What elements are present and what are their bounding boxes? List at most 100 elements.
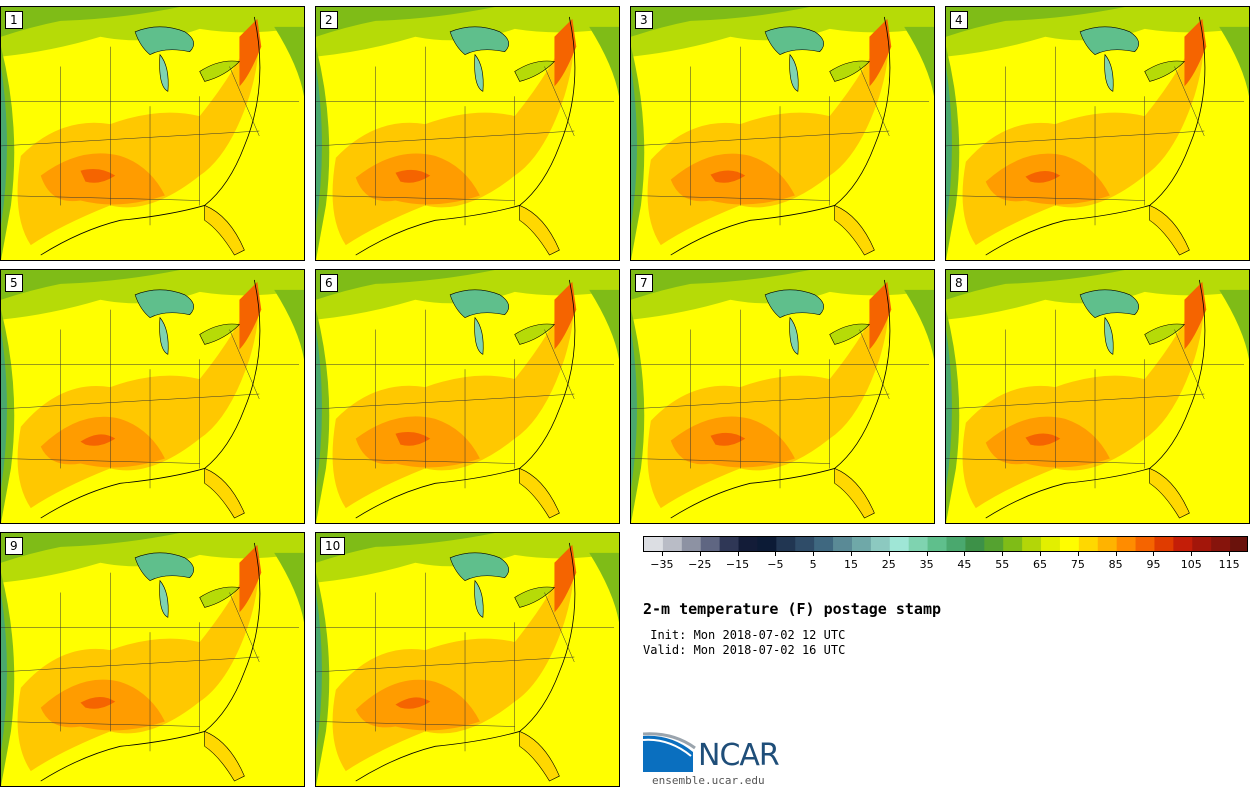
colorbar-tick-label: 5 <box>809 558 817 571</box>
colorbar-swatch <box>1211 537 1231 551</box>
colorbar-swatch <box>814 537 834 551</box>
colorbar-tick <box>1077 552 1079 556</box>
colorbar-tick-label: −35 <box>650 558 674 571</box>
colorbar-swatch <box>1041 537 1061 551</box>
colorbar-swatch <box>1022 537 1042 551</box>
member-label: 4 <box>950 11 968 29</box>
colorbar-tick <box>850 552 852 556</box>
colorbar-swatch <box>1097 537 1118 551</box>
colorbar-swatch <box>776 537 796 551</box>
map-panel-3: 3 <box>630 6 935 261</box>
colorbar-swatch <box>738 537 758 551</box>
colorbar-tick <box>1229 552 1231 556</box>
colorbar-swatch <box>719 537 740 551</box>
colorbar-tick-label: −5 <box>767 558 784 571</box>
colorbar-tick-label: 115 <box>1218 558 1240 571</box>
colorbar-swatch <box>644 537 664 551</box>
member-label: 6 <box>320 274 338 292</box>
temperature-map <box>1 7 304 260</box>
colorbar-tick-label: 15 <box>843 558 858 571</box>
colorbar-swatch <box>870 537 891 551</box>
colorbar-swatch <box>946 537 966 551</box>
colorbar-swatch <box>908 537 929 551</box>
colorbar-tick-label: −25 <box>688 558 712 571</box>
member-label: 10 <box>320 537 346 555</box>
map-panel-4: 4 <box>945 6 1250 261</box>
colorbar-swatch <box>965 537 985 551</box>
map-panel-5: 5 <box>0 269 305 524</box>
colorbar-tick-label: 25 <box>881 558 896 571</box>
colorbar <box>643 536 1248 552</box>
map-panel-8: 8 <box>945 269 1250 524</box>
colorbar-tick <box>926 552 928 556</box>
colorbar-swatch <box>1116 537 1137 551</box>
map-panel-6: 6 <box>315 269 620 524</box>
init-time: Init: Mon 2018-07-02 12 UTC <box>643 628 846 642</box>
colorbar-swatch <box>1192 537 1212 551</box>
colorbar-tick <box>813 552 815 556</box>
colorbar-tick <box>661 552 663 556</box>
colorbar-tick <box>1153 552 1155 556</box>
chart-title: 2-m temperature (F) postage stamp <box>643 600 942 618</box>
colorbar-tick <box>699 552 701 556</box>
colorbar-tick <box>888 552 890 556</box>
temperature-map <box>946 270 1249 523</box>
member-label: 9 <box>5 537 23 555</box>
temperature-map <box>316 7 619 260</box>
colorbar-tick <box>775 552 777 556</box>
member-label: 1 <box>5 11 23 29</box>
colorbar-swatch <box>833 537 853 551</box>
colorbar-tick-label: 35 <box>919 558 934 571</box>
colorbar-swatch <box>984 537 1004 551</box>
colorbar-swatch <box>1230 537 1247 551</box>
map-panel-1: 1 <box>0 6 305 261</box>
colorbar-tick-label: 55 <box>995 558 1010 571</box>
colorbar-swatch <box>700 537 721 551</box>
member-label: 8 <box>950 274 968 292</box>
colorbar-tick-label: 105 <box>1180 558 1202 571</box>
logo-url: ensemble.ucar.edu <box>652 774 765 787</box>
member-label: 5 <box>5 274 23 292</box>
colorbar-tick <box>1191 552 1193 556</box>
colorbar-swatch <box>662 537 683 551</box>
map-panel-10: 10 <box>315 532 620 787</box>
colorbar-swatch <box>681 537 702 551</box>
colorbar-swatch <box>757 537 777 551</box>
map-panel-9: 9 <box>0 532 305 787</box>
colorbar-swatch <box>1154 537 1174 551</box>
ncar-logo-icon <box>643 732 696 772</box>
colorbar-swatch <box>1135 537 1155 551</box>
colorbar-tick-label: 85 <box>1108 558 1123 571</box>
colorbar-tick <box>1115 552 1117 556</box>
colorbar-tick-label: 45 <box>957 558 972 571</box>
temperature-map <box>1 270 304 523</box>
colorbar-tick-label: 75 <box>1070 558 1085 571</box>
temperature-map <box>316 270 619 523</box>
colorbar-tick-label: 65 <box>1033 558 1048 571</box>
colorbar-tick-label: 95 <box>1146 558 1161 571</box>
member-label: 7 <box>635 274 653 292</box>
colorbar-swatch <box>1078 537 1099 551</box>
map-panel-2: 2 <box>315 6 620 261</box>
map-panel-7: 7 <box>630 269 935 524</box>
valid-time: Valid: Mon 2018-07-02 16 UTC <box>643 643 846 657</box>
logo-text: NCAR <box>698 738 780 773</box>
colorbar-tick <box>964 552 966 556</box>
colorbar-ticks: −35 −25 −15 −5 5 15 25 35 45 55 65 75 85 95 105 115 <box>643 552 1248 572</box>
member-label: 2 <box>320 11 338 29</box>
colorbar-swatch <box>795 537 815 551</box>
colorbar-swatch <box>1173 537 1193 551</box>
colorbar-swatch <box>1059 537 1080 551</box>
colorbar-swatch <box>851 537 872 551</box>
temperature-map <box>631 270 934 523</box>
colorbar-tick <box>1040 552 1042 556</box>
colorbar-tick <box>1002 552 1004 556</box>
member-label: 3 <box>635 11 653 29</box>
colorbar-swatch <box>1003 537 1023 551</box>
temperature-map <box>1 533 304 786</box>
colorbar-swatch <box>889 537 910 551</box>
temperature-map <box>946 7 1249 260</box>
temperature-map <box>631 7 934 260</box>
colorbar-tick <box>737 552 739 556</box>
colorbar-tick-label: −15 <box>725 558 750 571</box>
